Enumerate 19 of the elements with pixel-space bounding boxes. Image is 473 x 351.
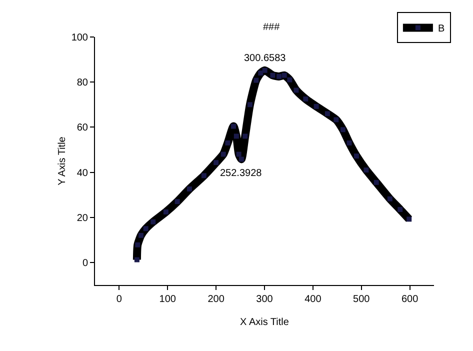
x-tick-label: 100	[159, 294, 176, 305]
y-tick-label: 60	[76, 122, 88, 134]
y-tick-label: 0	[82, 258, 88, 269]
annotation: 300.6583	[244, 53, 286, 64]
y-tick-label: 20	[76, 212, 88, 224]
legend-label: B	[438, 24, 445, 35]
y-tick-label: 40	[76, 168, 88, 179]
x-tick-label: 400	[304, 294, 322, 305]
x-tick-label: 200	[208, 294, 225, 305]
x-tick-label: 600	[401, 294, 419, 305]
y-tick-label: 80	[76, 78, 88, 89]
y-tick-label: 100	[71, 32, 88, 44]
x-tick-label: 0	[116, 294, 122, 305]
x-tick-label: 500	[353, 294, 370, 305]
annotation: 252.3928	[220, 168, 262, 179]
x-axis-title: X Axis Title	[240, 317, 290, 328]
y-axis-title: Y Axis Title	[57, 136, 68, 186]
text: ###	[263, 22, 280, 33]
x-tick-label: 300	[256, 294, 274, 305]
